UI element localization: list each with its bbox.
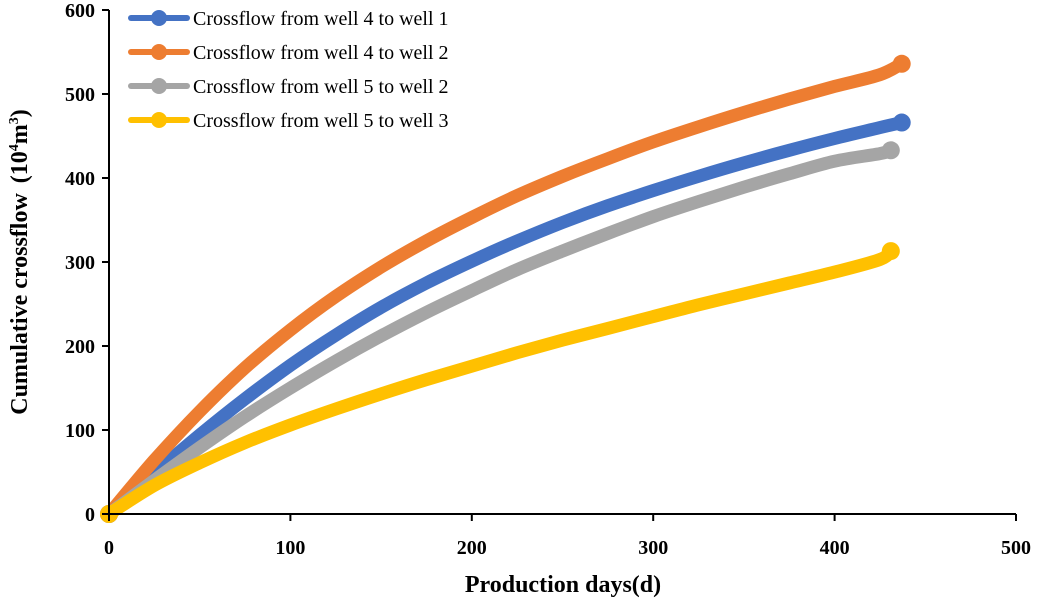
series-2-end-marker (892, 54, 911, 73)
y-tick-label-500: 500 (65, 84, 95, 106)
series-layer (100, 54, 911, 523)
legend-label-3: Crossflow from well 5 to well 2 (193, 76, 449, 98)
y-tick-label-600: 600 (65, 0, 95, 22)
legend-swatch-marker-4 (151, 112, 167, 128)
legend-swatch-marker-1 (151, 10, 167, 26)
y-axis-title-main: Cumulative crossflow (7, 193, 33, 415)
y-axis-title-unit-mid: m (7, 124, 33, 144)
y-tick-label-400: 400 (65, 168, 95, 190)
series-line-3 (102, 143, 898, 521)
legend-entry-4: Crossflow from well 5 to well 3 (128, 110, 449, 132)
series-1-end-marker (892, 113, 911, 132)
y-axis-title-unit-exp1: 4 (7, 144, 22, 151)
x-axis-title: Production days(d) (465, 572, 661, 598)
y-axis-title: Cumulative crossflow (104m3) (7, 109, 33, 415)
y-tick-label-200: 200 (65, 336, 95, 358)
legend-entry-1: Crossflow from well 4 to well 1 (128, 8, 449, 30)
legend-label-4: Crossflow from well 5 to well 3 (193, 110, 449, 132)
series-3-end-marker (881, 141, 900, 160)
y-axis-title-unit-close: ) (7, 109, 33, 117)
legend-entry-3: Crossflow from well 5 to well 2 (128, 76, 449, 98)
ticks-layer: 0 100 200 300 400 500 600 0 100 200 300 400 500 (65, 0, 1031, 559)
y-tick-label-100: 100 (65, 420, 95, 442)
series-line-1 (102, 116, 909, 521)
y-tick-label-300: 300 (65, 252, 95, 274)
y-axis-title-unit-exp2: 3 (7, 117, 22, 124)
legend: Crossflow from well 4 to well 1 Crossflow… (128, 8, 449, 132)
series-4-end-marker (881, 242, 900, 261)
x-tick-label-0: 0 (104, 537, 114, 559)
legend-label-2: Crossflow from well 4 to well 2 (193, 42, 449, 64)
series-line-4 (102, 244, 898, 521)
legend-label-1: Crossflow from well 4 to well 1 (193, 8, 449, 30)
x-tick-label-200: 200 (457, 537, 487, 559)
legend-entry-2: Crossflow from well 4 to well 2 (128, 42, 449, 64)
x-tick-label-400: 400 (820, 537, 850, 559)
series-line-2 (102, 57, 909, 521)
legend-swatch-marker-2 (151, 44, 167, 60)
x-tick-label-100: 100 (275, 537, 305, 559)
x-tick-label-500: 500 (1001, 537, 1031, 559)
y-axis-title-unit-open: (10 (7, 151, 33, 183)
legend-swatch-marker-3 (151, 78, 167, 94)
y-tick-label-0: 0 (85, 504, 95, 526)
x-tick-label-300: 300 (638, 537, 668, 559)
